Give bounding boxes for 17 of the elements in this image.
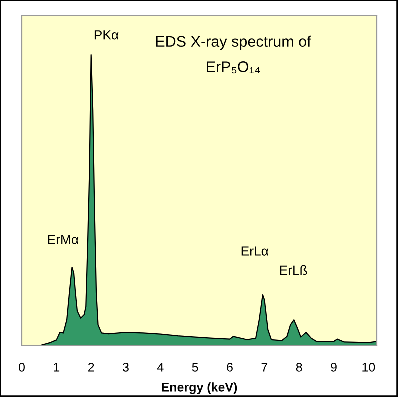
x-tick-label: 3: [123, 362, 129, 372]
x-tick-label: 8: [296, 362, 302, 372]
annotation: ErLß: [280, 265, 308, 276]
x-tick-label: 6: [227, 362, 233, 372]
x-tick-label: 0: [19, 362, 25, 372]
text: PKα: [94, 30, 119, 40]
x-tick-label: 7: [262, 363, 268, 372]
chart-title: EDS X-ray spectrum of ErP₅O₁₄: [156, 36, 312, 74]
x-tick-label: 9: [331, 362, 337, 372]
x-tick-label: 5: [192, 363, 198, 372]
annotation: ErMα: [48, 235, 79, 244]
x-tick-label: 10: [362, 362, 376, 372]
x-axis-title: Energy (keV): [162, 382, 238, 394]
x-tick-label: 4: [157, 363, 164, 372]
annotation: ErLα: [242, 246, 269, 256]
x-tick-label: 1: [54, 363, 60, 372]
x-tick-label: 2: [88, 362, 94, 372]
